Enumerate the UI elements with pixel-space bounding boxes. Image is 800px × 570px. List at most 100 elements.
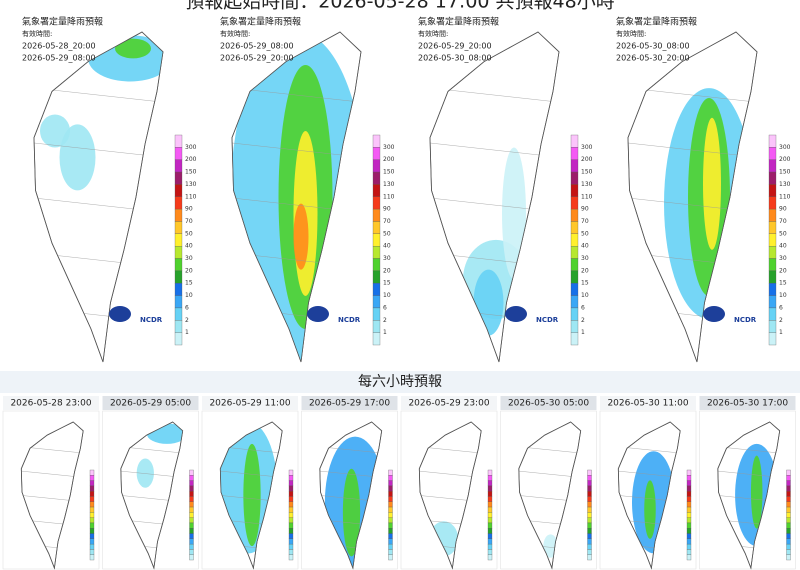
colorbar-cell: [288, 517, 294, 524]
colorbar-cell: [570, 233, 579, 247]
colorbar-cell: [189, 528, 194, 534]
colorbar-cell: [189, 506, 194, 513]
colorbar-cell: [587, 522, 592, 529]
colorbar-cell: [89, 480, 95, 487]
colorbar-label: 130: [779, 181, 791, 188]
panel-time: 2026-05-30 17:00: [707, 399, 788, 409]
colorbar-cell: [89, 543, 95, 550]
cwa-logo: [505, 306, 527, 322]
ncdr-logo: NCDR: [140, 316, 163, 324]
valid-start: 2026-05-28_20:00: [22, 42, 96, 51]
colorbar-cell: [768, 307, 777, 321]
colorbar-cell: [388, 538, 393, 545]
panel-header: [401, 396, 497, 410]
colorbar-cell: [786, 469, 791, 476]
colorbar-cell: [372, 196, 381, 210]
taiwan-outline: [20, 421, 84, 570]
colorbar-cell: [189, 522, 194, 529]
panel-header: [301, 396, 398, 410]
colorbar-cell: [686, 522, 692, 529]
colorbar-cell: [174, 270, 183, 284]
colorbar-cell: [587, 554, 592, 561]
colorbar-cell: [372, 332, 381, 346]
colorbar-cell: [388, 517, 393, 524]
colorbar-cell: [570, 295, 579, 309]
panel-time: 2026-05-30 11:00: [607, 399, 688, 409]
rain-area: [115, 38, 151, 59]
colorbar-cell: [487, 496, 493, 502]
colorbar-label: 15: [185, 280, 193, 287]
colorbar-label: 10: [383, 292, 391, 299]
colorbar-cell: [686, 506, 692, 513]
colorbar-cell: [189, 549, 194, 555]
colorbar-label: 20: [185, 267, 193, 274]
colorbar-label: 30: [581, 255, 589, 262]
colorbar-cell: [174, 233, 183, 247]
colorbar-cell: [786, 496, 791, 502]
colorbar-label: 70: [779, 218, 787, 225]
colorbar-cell: [570, 196, 579, 210]
rain-area: [473, 269, 504, 336]
colorbar-cell: [686, 538, 692, 545]
colorbar-cell: [388, 528, 393, 534]
colorbar-cell: [786, 522, 791, 529]
colorbar-cell: [89, 475, 95, 481]
agency: 氣象署定量降雨預報: [616, 16, 697, 28]
colorbar-cell: [487, 528, 493, 534]
colorbar-cell: [487, 512, 493, 518]
colorbar-cell: [570, 171, 579, 185]
colorbar-cell: [89, 496, 95, 502]
colorbar-cell: [786, 491, 791, 497]
colorbar-cell: [372, 320, 381, 333]
colorbar-cell: [89, 506, 95, 513]
colorbar-cell: [388, 512, 393, 518]
colorbar-cell: [786, 475, 791, 481]
colorbar-cell: [686, 517, 692, 524]
colorbar-cell: [570, 270, 579, 284]
colorbar-cell: [372, 147, 381, 160]
colorbar-cell: [174, 221, 183, 234]
colorbar-label: 1: [581, 329, 585, 336]
colorbar-cell: [89, 538, 95, 545]
colorbar-cell: [686, 501, 692, 508]
colorbar-cell: [89, 501, 95, 508]
colorbar-cell: [487, 469, 493, 476]
colorbar-label: 1: [185, 329, 189, 336]
colorbar-cell: [189, 512, 194, 518]
colorbar-cell: [487, 506, 493, 513]
colorbar-label: 90: [779, 206, 787, 213]
panel-header: [500, 396, 597, 410]
colorbar-cell: [174, 307, 183, 321]
cwa-logo: [307, 306, 329, 322]
colorbar-cell: [768, 320, 777, 333]
colorbar-cell: [288, 512, 294, 518]
colorbar-cell: [189, 485, 194, 492]
colorbar-cell: [570, 184, 579, 197]
colorbar-cell: [174, 184, 183, 197]
colorbar-label: 6: [779, 304, 783, 311]
colorbar-label: 130: [581, 181, 593, 188]
colorbar-cell: [189, 533, 194, 539]
colorbar-cell: [570, 283, 579, 296]
colorbar-label: 10: [185, 292, 193, 299]
colorbar-cell: [174, 159, 183, 173]
colorbar-cell: [174, 171, 183, 185]
rain-area: [40, 114, 70, 148]
colorbar-cell: [189, 475, 194, 481]
rain-area: [342, 468, 361, 557]
cwa-logo: [109, 306, 131, 322]
valid-end: 2026-05-29_08:00: [22, 54, 96, 63]
colorbar-cell: [786, 554, 791, 561]
colorbar-cell: [487, 485, 493, 492]
rain-area: [644, 480, 656, 539]
colorbar-cell: [587, 485, 592, 492]
colorbar-label: 15: [581, 280, 589, 287]
colorbar-cell: [189, 517, 194, 524]
colorbar-label: 90: [185, 206, 193, 213]
colorbar-cell: [686, 543, 692, 550]
colorbar-cell: [768, 233, 777, 247]
colorbar-label: 6: [383, 304, 387, 311]
colorbar-label: 150: [383, 169, 395, 176]
colorbar-cell: [388, 480, 393, 487]
panel-time: 2026-05-29 11:00: [209, 399, 290, 409]
